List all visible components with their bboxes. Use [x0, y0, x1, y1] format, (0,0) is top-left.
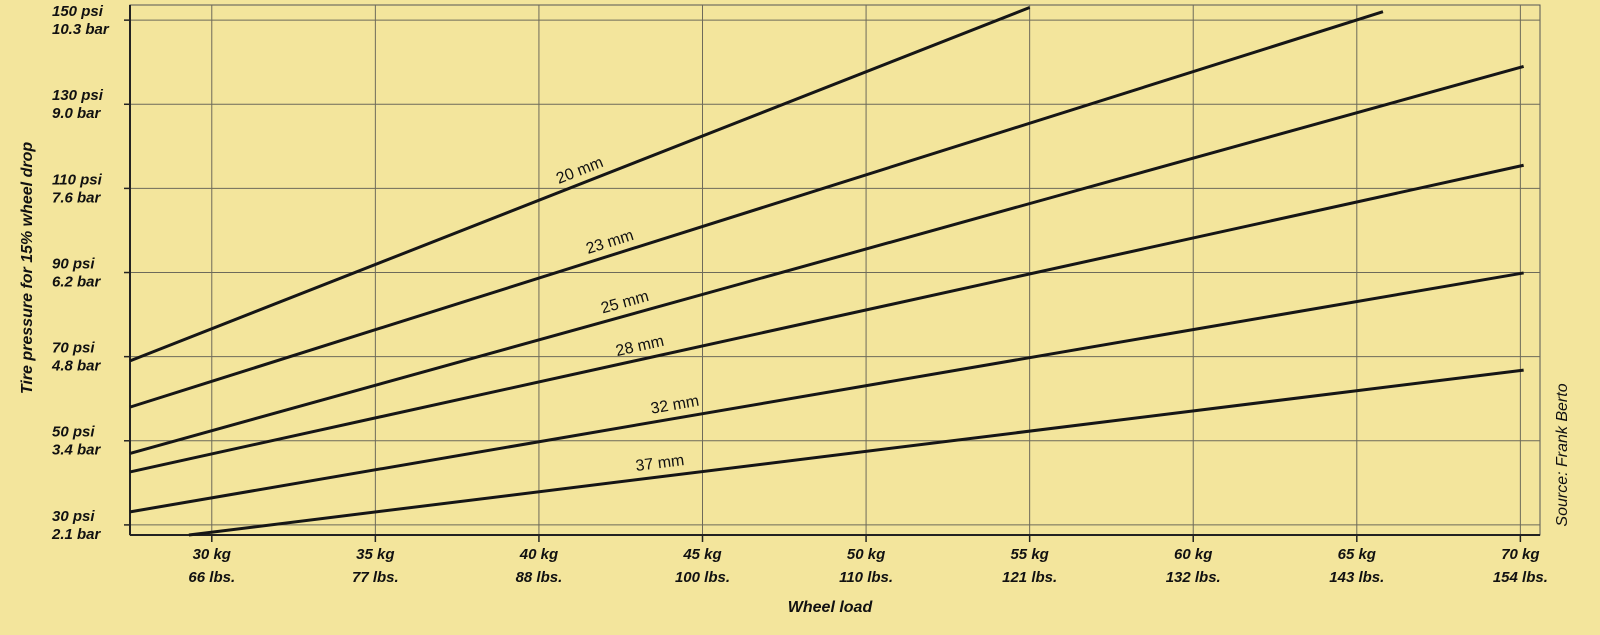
series-line	[129, 271, 1524, 514]
y-tick-label-bar: 7.6 bar	[52, 189, 102, 206]
series-line	[129, 10, 1384, 409]
series-line	[129, 64, 1525, 455]
x-tick-label-lbs: 66 lbs.	[188, 569, 235, 586]
series-label: 23 mm	[584, 227, 636, 258]
y-tick-label: 50 psi	[52, 424, 95, 441]
y-tick-label-bar: 9.0 bar	[52, 105, 102, 122]
x-tick-label: 50 kg	[847, 546, 885, 563]
x-axis-title: Wheel load	[788, 599, 874, 616]
x-tick-label-lbs: 100 lbs.	[675, 569, 730, 586]
y-tick-label-bar: 2.1 bar	[51, 526, 102, 543]
series-label: 37 mm	[635, 452, 686, 475]
x-tick-label-lbs: 132 lbs.	[1166, 569, 1221, 586]
x-tick-label-lbs: 77 lbs.	[352, 569, 399, 586]
y-axis-title: Tire pressure for 15% wheel drop	[19, 142, 36, 394]
x-tick-label: 30 kg	[193, 546, 231, 563]
y-tick-label: 90 psi	[52, 255, 95, 272]
x-tick-label-lbs: 110 lbs.	[839, 569, 893, 586]
x-tick-label-lbs: 154 lbs.	[1493, 569, 1548, 586]
y-tick-label: 110 psi	[52, 171, 103, 188]
series-line	[188, 368, 1524, 537]
y-tick-label: 130 psi	[52, 87, 104, 104]
y-tick-label: 30 psi	[52, 508, 95, 525]
series-label: 25 mm	[599, 288, 651, 317]
x-tick-label: 55 kg	[1010, 546, 1048, 563]
x-tick-label-lbs: 121 lbs.	[1002, 569, 1057, 586]
y-tick-label-bar: 4.8 bar	[51, 358, 102, 375]
source-note: Source: Frank Berto	[1554, 383, 1571, 526]
y-tick-label: 70 psi	[52, 340, 95, 357]
y-tick-label-bar: 10.3 bar	[52, 21, 110, 38]
x-tick-label: 60 kg	[1174, 546, 1212, 563]
x-tick-label: 35 kg	[356, 546, 394, 563]
x-tick-label-lbs: 88 lbs.	[516, 569, 563, 586]
series-line	[129, 6, 1031, 363]
x-tick-label-lbs: 143 lbs.	[1329, 569, 1384, 586]
y-tick-label: 150 psi	[52, 3, 104, 20]
y-tick-label-bar: 6.2 bar	[52, 273, 102, 290]
x-tick-label: 45 kg	[682, 546, 721, 563]
x-tick-label: 40 kg	[519, 546, 558, 563]
x-tick-label: 70 kg	[1501, 546, 1539, 563]
series-line	[129, 163, 1524, 474]
x-tick-label: 65 kg	[1338, 546, 1376, 563]
y-tick-label-bar: 3.4 bar	[52, 442, 102, 459]
